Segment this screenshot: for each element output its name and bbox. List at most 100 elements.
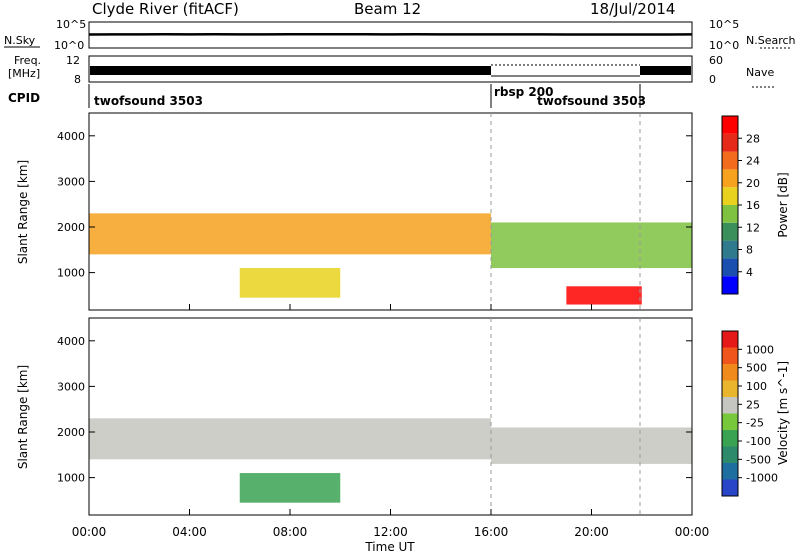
colorbar-swatch bbox=[722, 205, 738, 223]
freq-panel: Freq. [MHz] 12 8 60 0 Nave bbox=[8, 54, 776, 88]
freq-left-tick-top: 12 bbox=[66, 54, 80, 67]
cpid-label: CPID bbox=[8, 91, 40, 105]
y-tick-label: 2000 bbox=[57, 221, 85, 234]
x-axis: 00:00 04:00 08:00 12:00 16:00 20:00 00:00 bbox=[72, 304, 710, 539]
y-tick-label: 3000 bbox=[57, 175, 85, 188]
freq-label-line1: Freq. bbox=[14, 54, 41, 67]
y-tick-label: 1000 bbox=[57, 472, 85, 485]
power-frame bbox=[88, 112, 693, 311]
colorbar-swatch bbox=[722, 222, 738, 241]
y-tick-label: 4000 bbox=[57, 130, 85, 143]
colorbar-tick-label: 8 bbox=[746, 244, 753, 257]
noise-left-tick-bottom: 10^0 bbox=[54, 39, 84, 52]
colorbar-swatch bbox=[722, 133, 738, 152]
colorbar-tick-label: 20 bbox=[746, 177, 760, 190]
colorbar-swatch bbox=[722, 240, 738, 259]
noise-right-tick-top: 10^5 bbox=[709, 18, 739, 31]
noise-right-label: N.Search bbox=[746, 34, 796, 47]
colorbar-swatch bbox=[722, 413, 738, 430]
y-tick-label: 1000 bbox=[57, 267, 85, 280]
power-colorbar-swatches bbox=[722, 116, 738, 294]
colorbar-tick-label: 25 bbox=[746, 398, 760, 411]
cpid-segment-2: rbsp 200 bbox=[494, 85, 553, 99]
freq-trace-part2 bbox=[640, 66, 691, 75]
colorbar-swatch bbox=[722, 187, 738, 205]
colorbar-swatch bbox=[722, 479, 738, 496]
power-colorbar-label: Power [dB] bbox=[776, 172, 790, 237]
echo-band bbox=[239, 268, 341, 298]
colorbar-tick-label: -1000 bbox=[746, 472, 778, 485]
power-ylabel: Slant Range [km] bbox=[16, 160, 30, 264]
date-label: 18/Jul/2014 bbox=[590, 0, 675, 18]
colorbar-tick-label: -500 bbox=[746, 453, 771, 466]
colorbar-swatch bbox=[722, 430, 738, 447]
echo-band bbox=[239, 473, 341, 503]
colorbar-swatch bbox=[722, 446, 738, 463]
freq-trace-part1 bbox=[90, 66, 491, 75]
echo-band bbox=[89, 418, 491, 460]
velocity-colorbar: 1000 500 100 25 -25 -100 -500 -1000 Velocity [m… bbox=[721, 330, 790, 497]
x-tick-label: 00:00 bbox=[72, 525, 107, 539]
y-tick-label: 2000 bbox=[57, 426, 85, 439]
echo-band bbox=[491, 222, 692, 269]
colorbar-swatch bbox=[722, 331, 738, 348]
power-panel: 1000 2000 3000 4000 Slant Range [km] bbox=[16, 112, 693, 311]
freq-right-tick-bottom: 0 bbox=[709, 73, 716, 86]
x-tick-label: 20:00 bbox=[574, 525, 609, 539]
station-title: Clyde River (fitACF) bbox=[92, 0, 239, 18]
colorbar-tick-label: -100 bbox=[746, 435, 771, 448]
x-tick-label: 04:00 bbox=[172, 525, 207, 539]
colorbar-tick-label: -25 bbox=[746, 417, 764, 430]
y-tick-label: 3000 bbox=[57, 380, 85, 393]
colorbar-tick-label: 1000 bbox=[746, 343, 774, 356]
x-tick-label: 00:00 bbox=[675, 525, 710, 539]
x-axis-label: Time UT bbox=[364, 540, 415, 554]
cpid-row: CPID twofsound 3503 rbsp 200 twofsound 3… bbox=[8, 84, 646, 108]
cpid-segment-1: twofsound 3503 bbox=[94, 94, 203, 108]
velocity-colorbar-label: Velocity [m s^-1] bbox=[776, 361, 790, 465]
nave-label: Nave bbox=[746, 66, 774, 79]
cpid-segment-3: twofsound 3503 bbox=[537, 94, 646, 108]
velocity-yticks: 1000 2000 3000 4000 bbox=[57, 335, 692, 485]
velocity-colorbar-ticks: 1000 500 100 25 -25 -100 -500 -1000 bbox=[738, 343, 778, 485]
colorbar-swatch bbox=[722, 397, 738, 414]
colorbar-swatch bbox=[722, 258, 738, 277]
colorbar-tick-label: 100 bbox=[746, 380, 767, 393]
colorbar-swatch bbox=[722, 380, 738, 397]
power-yticks: 1000 2000 3000 4000 bbox=[57, 130, 692, 280]
noise-left-tick-top: 10^5 bbox=[56, 18, 86, 31]
power-colorbar-ticks: 28 24 20 16 12 8 4 bbox=[738, 132, 760, 279]
velocity-frame bbox=[88, 317, 693, 516]
freq-right-tick-top: 60 bbox=[709, 54, 723, 67]
colorbar-tick-label: 24 bbox=[746, 155, 760, 168]
velocity-ylabel: Slant Range [km] bbox=[16, 365, 30, 469]
colorbar-swatch bbox=[722, 347, 738, 364]
colorbar-swatch bbox=[722, 463, 738, 480]
echo-band bbox=[89, 213, 491, 255]
power-colorbar: 28 24 20 16 12 8 4 Power [dB] bbox=[721, 115, 790, 295]
colorbar-tick-label: 28 bbox=[746, 132, 760, 145]
freq-label-line2: [MHz] bbox=[8, 67, 40, 80]
y-tick-label: 4000 bbox=[57, 335, 85, 348]
colorbar-swatch bbox=[722, 169, 738, 188]
beam-label: Beam 12 bbox=[354, 0, 421, 18]
colorbar-swatch bbox=[722, 276, 738, 294]
colorbar-tick-label: 16 bbox=[746, 199, 760, 212]
x-tick-label: 12:00 bbox=[373, 525, 408, 539]
colorbar-swatch bbox=[722, 151, 738, 170]
noise-right-tick-bottom: 10^0 bbox=[709, 39, 739, 52]
colorbar-tick-label: 4 bbox=[746, 266, 753, 279]
noise-panel: N.Sky 10^5 10^0 10^5 10^0 N.Search bbox=[4, 18, 796, 52]
colorbar-tick-label: 500 bbox=[746, 362, 767, 375]
echo-band bbox=[491, 427, 692, 464]
velocity-colorbar-swatches bbox=[722, 331, 738, 496]
echo-band bbox=[566, 286, 642, 305]
colorbar-swatch bbox=[722, 116, 738, 134]
x-tick-label: 08:00 bbox=[273, 525, 308, 539]
colorbar-tick-label: 12 bbox=[746, 221, 760, 234]
x-tick-label: 16:00 bbox=[474, 525, 509, 539]
noise-left-label: N.Sky bbox=[4, 34, 36, 47]
power-scatter bbox=[89, 213, 692, 305]
